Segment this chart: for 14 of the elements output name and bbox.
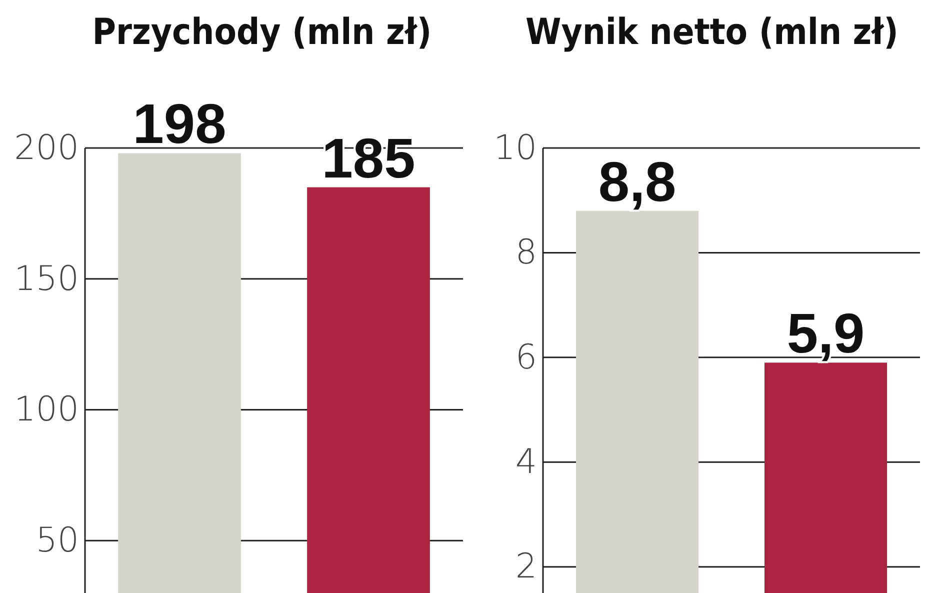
y-tick-label: 100 <box>14 390 79 430</box>
y-tick-label: 2 <box>515 546 537 587</box>
data-label: 8,8 <box>598 150 676 213</box>
data-label: 198 <box>132 92 226 156</box>
y-tick-label: 8 <box>515 232 537 273</box>
data-label: 5,9 <box>786 302 865 365</box>
y-tick-label: 50 <box>36 520 79 561</box>
y-tick-label: 150 <box>14 258 79 299</box>
y-tick-label: 200 <box>14 128 79 168</box>
chart-title: Wynik netto (mln zł) <box>526 12 898 53</box>
y-tick-label: 4 <box>515 442 537 482</box>
chart-title: Przychody (mln zł) <box>92 12 432 53</box>
y-tick-label: 10 <box>494 128 537 168</box>
y-tick-label: 6 <box>515 337 537 378</box>
